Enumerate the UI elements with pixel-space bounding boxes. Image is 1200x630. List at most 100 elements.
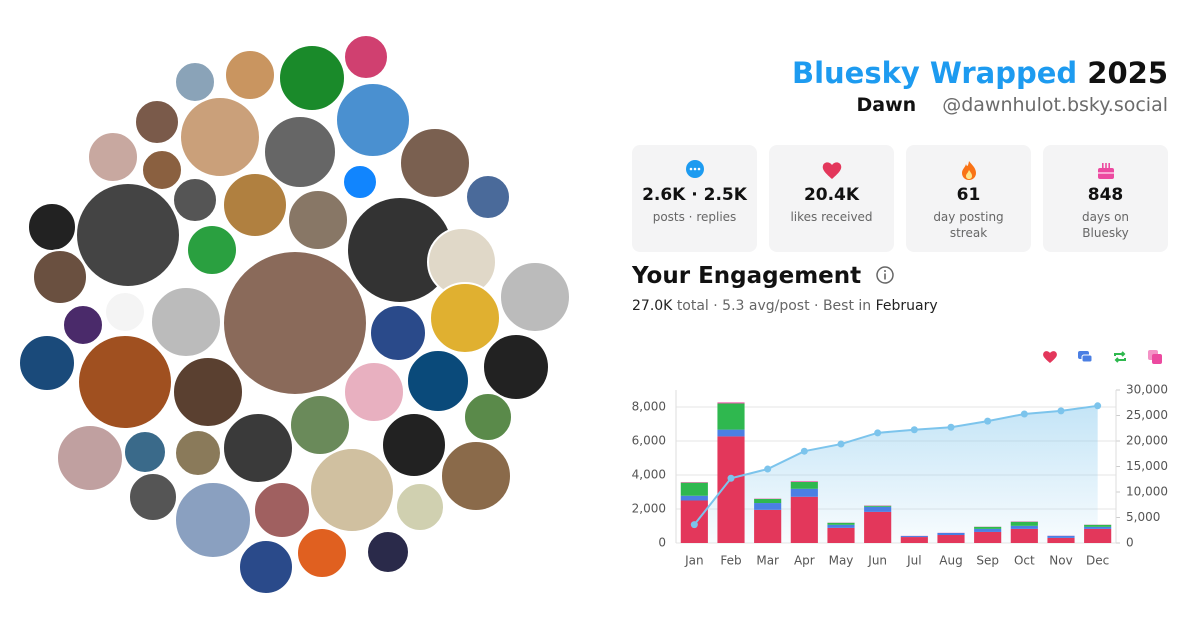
avatar[interactable]: [296, 527, 348, 579]
avatar[interactable]: [56, 424, 124, 492]
x-tick-label: Apr: [794, 554, 815, 568]
icon: [822, 162, 841, 179]
line-point: [1020, 410, 1028, 418]
avatar[interactable]: [87, 131, 139, 183]
line-point: [1057, 407, 1065, 415]
avatar[interactable]: [174, 429, 222, 477]
section-title-text: Your Engagement: [632, 263, 862, 289]
avatar[interactable]: [179, 96, 261, 178]
avatar[interactable]: [343, 34, 389, 80]
avatar[interactable]: [18, 334, 76, 392]
avatar[interactable]: [27, 202, 77, 252]
stat-label: likes received: [790, 210, 873, 224]
avatar[interactable]: [75, 182, 181, 288]
avatar[interactable]: [238, 539, 294, 595]
avatar[interactable]: [150, 286, 222, 358]
engagement-summary: 27.0K total · 5.3 avg/post · Best in Feb…: [632, 298, 938, 314]
avatar[interactable]: [123, 430, 167, 474]
bar-segment: [827, 522, 855, 525]
icon: [1097, 163, 1114, 179]
avatar[interactable]: [499, 261, 571, 333]
avatar[interactable]: [335, 82, 411, 158]
avatar[interactable]: [32, 249, 88, 305]
user: Dawn @dawnhulot.bsky.social: [857, 94, 1168, 116]
bar-segment: [790, 496, 818, 543]
bar-segment: [827, 527, 855, 543]
avatar[interactable]: [342, 164, 378, 200]
avatar[interactable]: [395, 482, 445, 532]
avatar[interactable]: [381, 412, 447, 478]
avatar[interactable]: [172, 177, 218, 223]
stat-value: 20.4K: [803, 185, 860, 205]
avatar[interactable]: [172, 356, 244, 428]
line-point: [727, 474, 735, 482]
legend-icon[interactable]: [1043, 351, 1057, 363]
avatar[interactable]: [224, 49, 276, 101]
avatar[interactable]: [278, 44, 346, 112]
avatar[interactable]: [289, 394, 351, 456]
y2-tick-label: 15,000: [1126, 459, 1168, 473]
y2-tick-label: 25,000: [1126, 408, 1168, 422]
avatar[interactable]: [174, 61, 216, 103]
line-point: [874, 429, 882, 437]
avatar[interactable]: [399, 127, 471, 199]
line-point: [837, 440, 845, 448]
legend-icon[interactable]: [1114, 351, 1126, 363]
y2-tick-label: 0: [1126, 536, 1134, 550]
bar-segment: [974, 526, 1002, 529]
avatar[interactable]: [77, 334, 173, 430]
bar-segment: [827, 524, 855, 528]
bar-segment: [1047, 535, 1075, 538]
avatar[interactable]: [463, 392, 513, 442]
x-tick-label: Sep: [976, 554, 999, 568]
avatar[interactable]: [369, 304, 427, 362]
line-point: [984, 417, 992, 425]
user-handle: @dawnhulot.bsky.social: [942, 94, 1168, 116]
avatar[interactable]: [128, 472, 178, 522]
stat-card: 848 days on Bluesky: [1043, 145, 1168, 252]
stat-label: days on Bluesky: [1081, 210, 1130, 240]
bar-segment: [1010, 521, 1038, 526]
title: Bluesky Wrapped 2025: [792, 56, 1168, 90]
avatar[interactable]: [287, 189, 349, 251]
avatar[interactable]: [222, 172, 288, 238]
avatar[interactable]: [440, 440, 512, 512]
avatar[interactable]: [62, 304, 104, 346]
avatar[interactable]: [222, 412, 294, 484]
avatar[interactable]: [263, 115, 337, 189]
stat-value: 61: [956, 185, 981, 205]
line-point: [1094, 402, 1102, 410]
legend-icon[interactable]: [1078, 351, 1093, 363]
bar-segment: [717, 402, 745, 404]
avatar[interactable]: [465, 174, 511, 220]
bar-segment: [1010, 525, 1038, 529]
bar-segment: [1084, 528, 1112, 543]
info-icon[interactable]: [875, 265, 895, 285]
avatar[interactable]: [141, 149, 183, 191]
bar-segment: [937, 535, 965, 543]
avatar[interactable]: [186, 224, 238, 276]
avatar[interactable]: [253, 481, 311, 539]
user-name: Dawn: [856, 94, 917, 116]
avatar[interactable]: [174, 481, 252, 559]
y2-tick-label: 20,000: [1126, 434, 1168, 448]
avatar[interactable]: [366, 530, 410, 574]
avatar[interactable]: [104, 291, 146, 333]
avatar[interactable]: [222, 250, 368, 396]
avatar[interactable]: [429, 282, 501, 354]
cumulative-line: [693, 404, 1098, 526]
y-tick-label: 2,000: [632, 502, 666, 516]
avatar[interactable]: [134, 99, 180, 145]
bar-segment: [1010, 528, 1038, 543]
bar-segment: [754, 498, 782, 504]
y2-tick-label: 30,000: [1126, 383, 1168, 397]
bar-segment: [937, 532, 965, 536]
avatar[interactable]: [343, 361, 405, 423]
avatar[interactable]: [309, 447, 395, 533]
avatar[interactable]: [482, 333, 550, 401]
legend-icon[interactable]: [1148, 350, 1162, 364]
avatar[interactable]: [406, 349, 470, 413]
bar-segment: [864, 505, 892, 507]
